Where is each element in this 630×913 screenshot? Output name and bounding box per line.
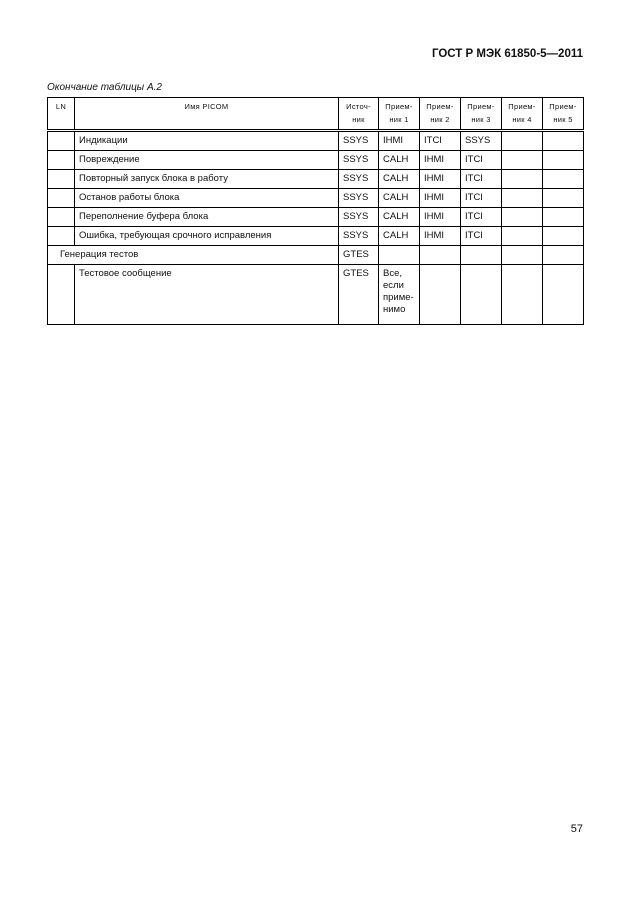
picom-table: LN Имя PICOM Источ-ник Прием-ник 1 Прием-ник… [47,97,584,325]
receiver-cell: IHMI [419,150,461,170]
receiver-cell [542,130,584,151]
receiver-cell [501,188,543,208]
receiver-cell [460,264,502,325]
table-row: Повторный запуск блока в работу SSYS CALH I… [47,169,584,189]
receiver-cell: CALH [378,150,420,170]
receiver-cell: ITCI [460,169,502,189]
receiver-cell: ITCI [460,207,502,227]
ln-cell [47,207,75,227]
receiver-cell: ITCI [460,226,502,246]
ln-cell [47,188,75,208]
page-number: 57 [570,823,583,835]
receiver-cell [501,226,543,246]
receiver-cell [419,245,461,265]
group-name-cell: Генерация тестов [47,245,339,265]
column-header: Прием-ник 4 [501,97,543,131]
picom-name-cell: Повреждение [74,150,339,170]
table-header-row: LN Имя PICOM Источ-ник Прием-ник 1 Прием-ник… [47,97,584,131]
receiver-cell [542,264,584,325]
receiver-cell [460,245,502,265]
receiver-cell [542,150,584,170]
receiver-cell: SSYS [460,130,502,151]
column-header: Имя PICOM [74,97,339,131]
document-id: ГОСТ Р МЭК 61850-5—2011 [431,48,583,60]
receiver-cell: ITCI [460,150,502,170]
ln-cell [47,150,75,170]
receiver-cell: IHMI [419,207,461,227]
receiver-cell: ITCI [460,188,502,208]
receiver-cell: CALH [378,226,420,246]
source-cell: GTES [338,245,379,265]
receiver-cell [542,169,584,189]
table-row: Индикации SSYS IHMI ITCI SSYS [47,130,584,151]
receiver-cell [542,245,584,265]
receiver-cell [542,226,584,246]
source-cell: SSYS [338,188,379,208]
ln-cell [47,130,75,151]
table-row: Генерация тестов GTES [47,245,584,265]
receiver-cell [501,130,543,151]
table-row: Переполнение буфера блока SSYS CALH IHMI ITC… [47,207,584,227]
column-header: Прием-ник 3 [460,97,502,131]
picom-name-cell: Останов работы блока [74,188,339,208]
receiver-cell [378,245,420,265]
table-row: Останов работы блока SSYS CALH IHMI ITCI [47,188,584,208]
receiver-cell [501,169,543,189]
receiver-cell: IHMI [378,130,420,151]
table-caption: Окончание таблицы А.2 [47,82,162,93]
receiver-cell: ITCI [419,130,461,151]
column-header: LN [47,97,75,131]
source-cell: SSYS [338,130,379,151]
table-row: Повреждение SSYS CALH IHMI ITCI [47,150,584,170]
picom-name-cell: Повторный запуск блока в работу [74,169,339,189]
column-header: Прием-ник 5 [542,97,584,131]
receiver-cell [501,245,543,265]
source-cell: GTES [338,264,379,325]
receiver-cell [501,207,543,227]
receiver-cell: IHMI [419,169,461,189]
receiver-cell [419,264,461,325]
table-row: Ошибка, требующая срочного исправления SS… [47,226,584,246]
ln-cell [47,264,75,325]
receiver-cell [501,150,543,170]
receiver-cell: CALH [378,207,420,227]
table-row: Тестовое сообщение GTES Все, если приме-ни… [47,264,584,325]
receiver-cell [542,207,584,227]
source-cell: SSYS [338,150,379,170]
receiver-cell [501,264,543,325]
picom-name-cell: Тестовое сообщение [74,264,339,325]
source-cell: SSYS [338,169,379,189]
ln-cell [47,169,75,189]
picom-name-cell: Ошибка, требующая срочного исправления [74,226,339,246]
receiver-cell: CALH [378,169,420,189]
picom-name-cell: Индикации [74,130,339,151]
source-cell: SSYS [338,207,379,227]
receiver-cell: IHMI [419,226,461,246]
receiver-cell: Все, если приме-нимо [378,264,420,325]
column-header: Прием-ник 2 [419,97,461,131]
picom-name-cell: Переполнение буфера блока [74,207,339,227]
column-header: Источ-ник [338,97,379,131]
receiver-cell [542,188,584,208]
receiver-cell: CALH [378,188,420,208]
column-header: Прием-ник 1 [378,97,420,131]
receiver-cell: IHMI [419,188,461,208]
ln-cell [47,226,75,246]
source-cell: SSYS [338,226,379,246]
